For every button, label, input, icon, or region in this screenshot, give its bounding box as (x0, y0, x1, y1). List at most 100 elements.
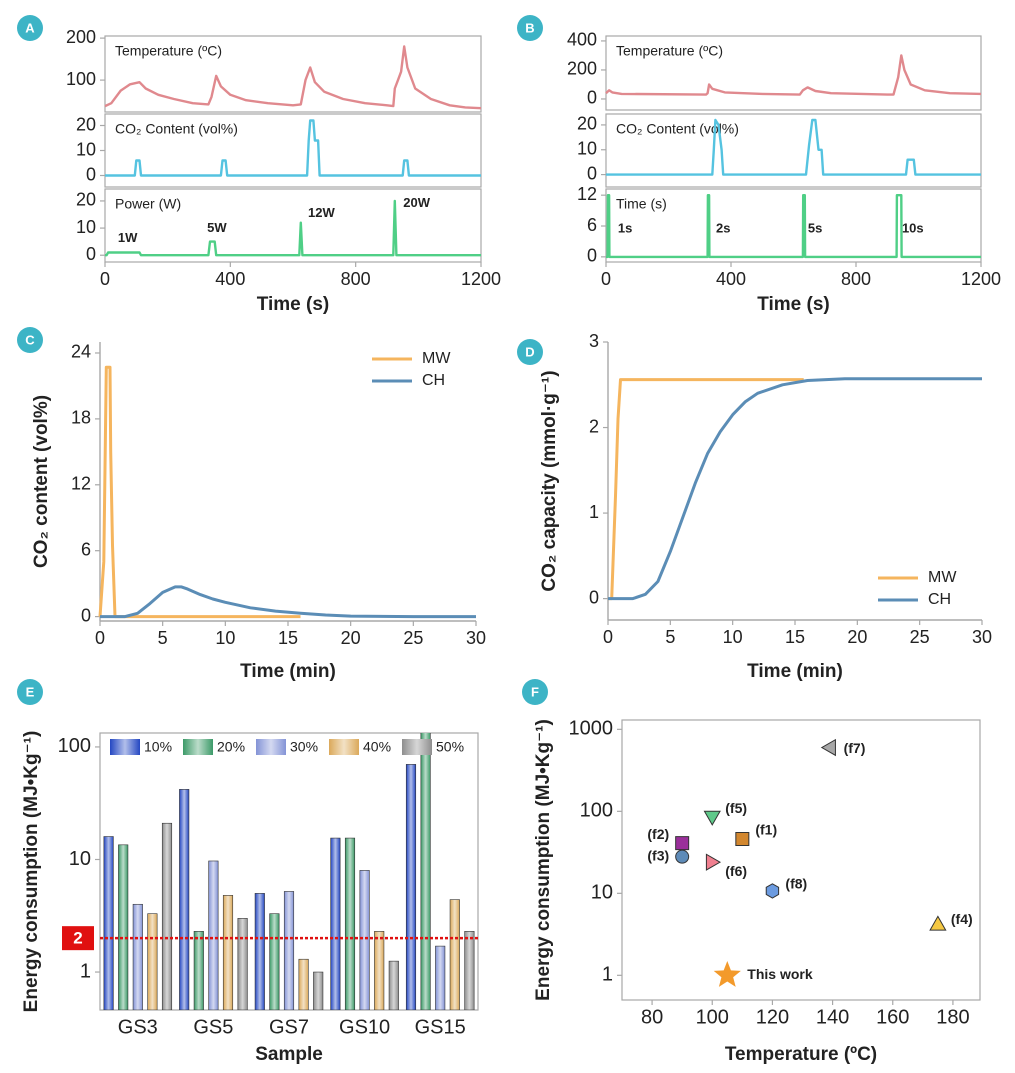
x-tick-label: 0 (95, 628, 105, 648)
legend-label: 30% (290, 739, 318, 755)
marker (675, 849, 690, 864)
y-axis-title: CO₂ capacity (mmol·g⁻¹) (539, 370, 560, 591)
panel-letter: F (531, 684, 539, 699)
x-tick-label: 0 (603, 627, 613, 647)
y-tick-label: 1 (602, 964, 613, 986)
x-tick-label: 800 (341, 269, 371, 289)
bar (237, 918, 248, 1010)
bar (254, 893, 265, 1010)
y-tick-label: 10 (76, 217, 96, 237)
y-tick-label: 200 (66, 27, 96, 47)
x-axis-title: Time (s) (757, 294, 830, 315)
y-tick-label: 1000 (569, 718, 614, 740)
x-tick-label: 30 (466, 628, 486, 648)
data-line (100, 585, 476, 619)
legend-label: MW (928, 569, 957, 586)
y-tick-label: 0 (86, 164, 96, 184)
subplot-title: Temperature (ºC) (616, 43, 723, 59)
x-tick-label: GS7 (269, 1016, 309, 1038)
x-tick-label: GS3 (118, 1016, 158, 1038)
x-tick-label: 15 (785, 627, 805, 647)
legend-label: MW (422, 350, 451, 367)
data-line (105, 119, 481, 177)
bar (344, 837, 356, 1010)
data-line (606, 118, 981, 176)
x-tick-label: GS5 (193, 1016, 233, 1038)
legend-swatch (256, 739, 286, 755)
x-axis-title: Time (s) (257, 294, 330, 315)
x-tick-label: 400 (215, 269, 245, 289)
data-line (608, 378, 804, 601)
plot-frame (621, 719, 981, 1001)
x-tick-label: 1200 (961, 269, 1001, 289)
plot-frame (104, 188, 482, 263)
x-tick-label: 5 (158, 628, 168, 648)
x-axis-title: Sample (255, 1044, 323, 1065)
x-tick-label: 20 (847, 627, 867, 647)
point-label: (f6) (725, 863, 747, 879)
y-tick-label: 0 (587, 163, 597, 183)
legend-label: CH (928, 591, 951, 608)
bar (420, 733, 431, 1010)
y-tick-label: 0 (81, 605, 91, 625)
point-label: (f4) (951, 911, 973, 927)
panel-badge (17, 679, 43, 705)
bar (147, 913, 158, 1010)
bar (118, 844, 129, 1010)
y-tick-label: 6 (587, 215, 597, 235)
data-line (104, 45, 482, 110)
y-tick-label: 20 (76, 114, 96, 134)
legend-label: 50% (436, 739, 464, 755)
bar (435, 945, 446, 1010)
x-tick-label: 400 (716, 269, 746, 289)
y-tick-label: 0 (589, 587, 599, 607)
point-label: This work (747, 966, 813, 982)
marker (765, 883, 780, 899)
x-tick-label: 80 (641, 1006, 663, 1028)
bar (283, 891, 295, 1010)
bar (464, 931, 475, 1010)
plot-frame (605, 113, 982, 188)
annotation: 5s (808, 221, 822, 236)
marker (713, 961, 741, 987)
y-tick-label: 2 (589, 416, 599, 436)
y-axis-title: CO₂ content (vol%) (31, 395, 52, 568)
bar (388, 960, 399, 1010)
x-tick-label: 10 (215, 628, 235, 648)
legend-swatch (329, 739, 359, 755)
point-label: (f7) (844, 740, 866, 756)
x-tick-label: 100 (696, 1006, 729, 1028)
subplot-title: Power (W) (115, 196, 181, 212)
panel-letter: D (525, 344, 534, 359)
x-tick-label: 180 (936, 1006, 969, 1028)
point-label: (f1) (755, 822, 777, 838)
marker (675, 836, 690, 851)
bar (359, 870, 370, 1010)
plot-frame (104, 35, 482, 113)
bar (449, 899, 460, 1010)
bar (298, 958, 309, 1010)
legend-swatch (183, 739, 213, 755)
bar (179, 789, 190, 1010)
y-tick-label: 100 (580, 800, 613, 822)
reference-label-box (62, 926, 94, 951)
legend-label: 40% (363, 739, 391, 755)
panel-letter: B (525, 20, 534, 35)
y-tick-label: 0 (587, 88, 597, 108)
x-tick-label: 160 (876, 1006, 909, 1028)
annotation: 20W (403, 195, 430, 210)
panel-badge (17, 15, 43, 41)
x-tick-label: GS10 (339, 1016, 390, 1038)
data-line (98, 365, 301, 619)
bar (103, 836, 114, 1010)
subplot-title: Time (s) (616, 196, 667, 212)
bar (313, 971, 324, 1010)
plot-frame (605, 35, 982, 111)
marker (703, 810, 721, 826)
annotation: 10s (902, 221, 924, 236)
bar (193, 931, 204, 1010)
x-tick-label: 15 (278, 628, 298, 648)
panel-badge (517, 15, 543, 41)
data-line (605, 54, 982, 96)
x-tick-label: 0 (100, 269, 110, 289)
